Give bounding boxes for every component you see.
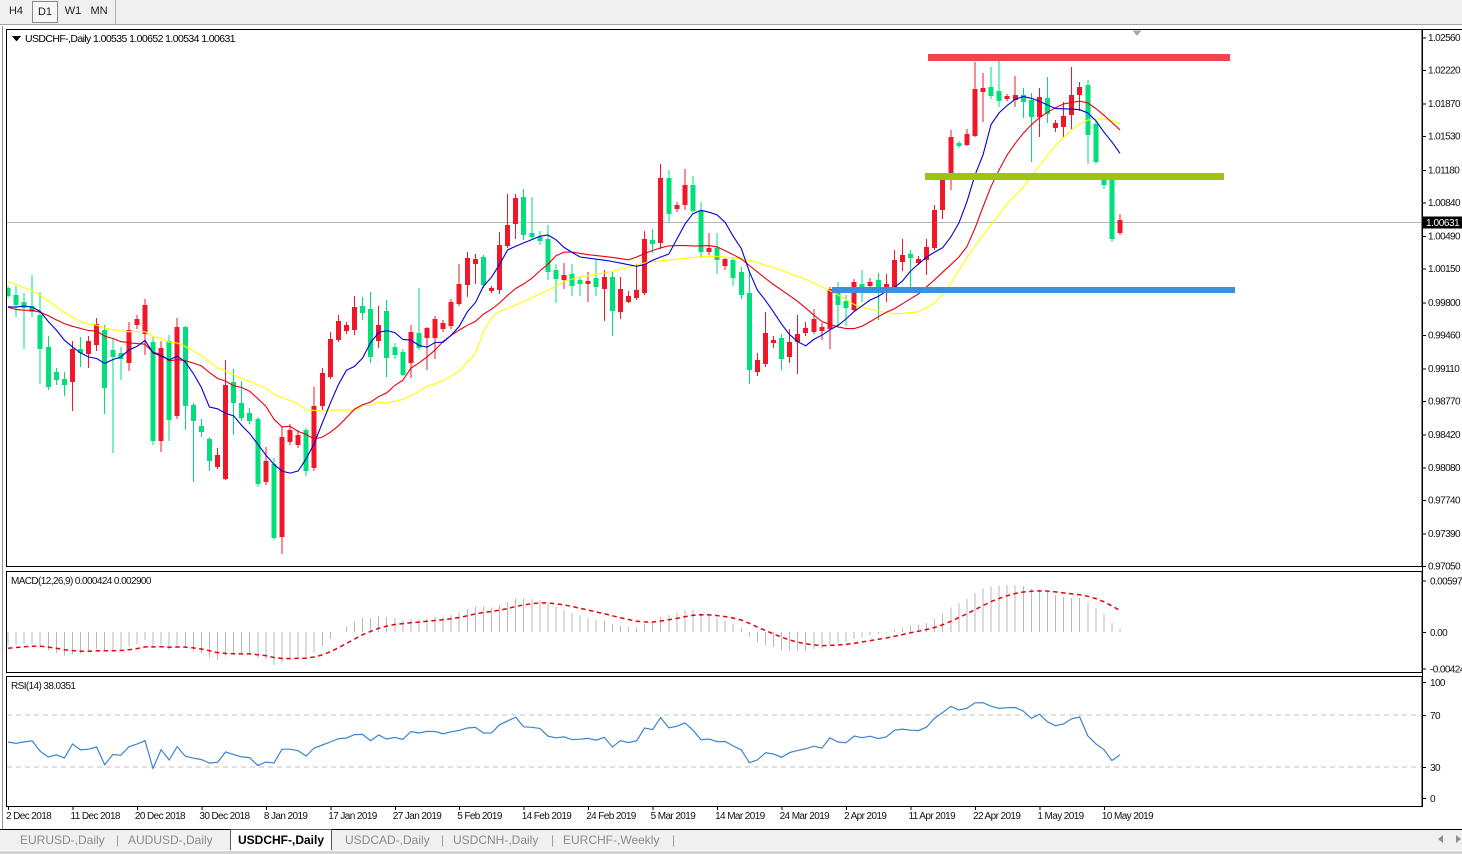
svg-text:0.99110: 0.99110 [1428, 364, 1460, 375]
svg-text:5 Mar 2019: 5 Mar 2019 [651, 811, 697, 822]
svg-text:70: 70 [1430, 711, 1441, 722]
svg-text:0.99800: 0.99800 [1428, 298, 1461, 309]
svg-text:0.98770: 0.98770 [1428, 397, 1461, 408]
svg-text:11 Dec 2018: 11 Dec 2018 [71, 811, 121, 822]
svg-text:2 Dec 2018: 2 Dec 2018 [6, 811, 52, 822]
svg-text:0.98420: 0.98420 [1428, 430, 1461, 441]
svg-text:1.00150: 1.00150 [1428, 264, 1461, 275]
svg-text:2 Apr 2019: 2 Apr 2019 [844, 811, 887, 822]
svg-text:22 Apr 2019: 22 Apr 2019 [973, 811, 1021, 822]
svg-text:0: 0 [1430, 794, 1436, 805]
svg-text:30 Dec 2018: 30 Dec 2018 [199, 811, 250, 822]
svg-text:0.00597: 0.00597 [1430, 577, 1462, 588]
svg-text:1 May 2019: 1 May 2019 [1037, 811, 1084, 822]
svg-text:1.01530: 1.01530 [1428, 132, 1461, 143]
svg-text:17 Jan 2019: 17 Jan 2019 [328, 811, 377, 822]
svg-text:RSI(14) 38.0351: RSI(14) 38.0351 [11, 681, 76, 692]
svg-text:24 Mar 2019: 24 Mar 2019 [780, 811, 831, 822]
svg-text:100: 100 [1430, 678, 1446, 689]
svg-text:-0.00424: -0.00424 [1430, 665, 1462, 676]
svg-text:MACD(12,26,9) 0.000424 0.00290: MACD(12,26,9) 0.000424 0.002900 [11, 576, 152, 587]
svg-text:14 Feb 2019: 14 Feb 2019 [522, 811, 573, 822]
svg-text:0.97390: 0.97390 [1428, 529, 1461, 540]
svg-text:30: 30 [1430, 763, 1441, 774]
svg-text:0.97740: 0.97740 [1428, 496, 1461, 507]
svg-text:USDCHF-,Daily 1.00535 1.00652: USDCHF-,Daily 1.00535 1.00652 1.00534 1.… [25, 33, 236, 45]
svg-text:0.97050: 0.97050 [1428, 562, 1461, 573]
svg-text:20 Dec 2018: 20 Dec 2018 [135, 811, 186, 822]
svg-text:0.00: 0.00 [1430, 628, 1448, 639]
svg-text:27 Jan 2019: 27 Jan 2019 [393, 811, 442, 822]
svg-text:1.02560: 1.02560 [1428, 33, 1461, 44]
svg-text:1.00631: 1.00631 [1426, 218, 1460, 229]
svg-text:1.00490: 1.00490 [1428, 232, 1461, 243]
svg-text:1.01870: 1.01870 [1428, 99, 1461, 110]
svg-text:11 Apr 2019: 11 Apr 2019 [909, 811, 957, 822]
svg-text:24 Feb 2019: 24 Feb 2019 [586, 811, 637, 822]
svg-text:1.02220: 1.02220 [1428, 66, 1461, 77]
svg-text:8 Jan 2019: 8 Jan 2019 [264, 811, 309, 822]
svg-text:0.98080: 0.98080 [1428, 463, 1461, 474]
svg-text:1.01180: 1.01180 [1428, 165, 1460, 176]
svg-text:0.99460: 0.99460 [1428, 330, 1461, 341]
svg-text:14 Mar 2019: 14 Mar 2019 [715, 811, 766, 822]
svg-text:10 May 2019: 10 May 2019 [1102, 811, 1154, 822]
svg-text:1.00840: 1.00840 [1428, 198, 1461, 209]
svg-text:5 Feb 2019: 5 Feb 2019 [457, 811, 503, 822]
